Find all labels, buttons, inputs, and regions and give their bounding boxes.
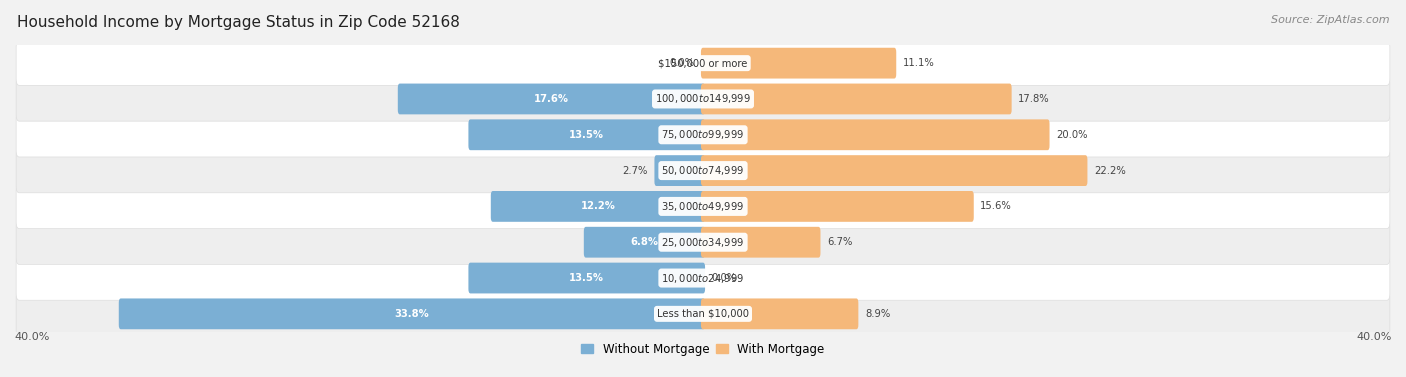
FancyBboxPatch shape bbox=[654, 155, 704, 186]
FancyBboxPatch shape bbox=[15, 41, 1391, 85]
Text: 40.0%: 40.0% bbox=[14, 332, 49, 342]
FancyBboxPatch shape bbox=[702, 48, 896, 78]
FancyBboxPatch shape bbox=[468, 120, 704, 150]
Text: Household Income by Mortgage Status in Zip Code 52168: Household Income by Mortgage Status in Z… bbox=[17, 15, 460, 30]
FancyBboxPatch shape bbox=[702, 227, 821, 257]
Text: $35,000 to $49,999: $35,000 to $49,999 bbox=[661, 200, 745, 213]
FancyBboxPatch shape bbox=[702, 155, 1087, 186]
FancyBboxPatch shape bbox=[702, 84, 1012, 114]
Text: $100,000 to $149,999: $100,000 to $149,999 bbox=[655, 92, 751, 106]
Text: 0.0%: 0.0% bbox=[711, 273, 737, 283]
Text: 20.0%: 20.0% bbox=[1056, 130, 1088, 140]
Text: $50,000 to $74,999: $50,000 to $74,999 bbox=[661, 164, 745, 177]
Legend: Without Mortgage, With Mortgage: Without Mortgage, With Mortgage bbox=[576, 338, 830, 360]
Text: 6.7%: 6.7% bbox=[827, 237, 852, 247]
Text: 33.8%: 33.8% bbox=[395, 309, 429, 319]
FancyBboxPatch shape bbox=[491, 191, 704, 222]
Text: 11.1%: 11.1% bbox=[903, 58, 935, 68]
Text: 13.5%: 13.5% bbox=[569, 130, 605, 140]
Text: $25,000 to $34,999: $25,000 to $34,999 bbox=[661, 236, 745, 249]
FancyBboxPatch shape bbox=[583, 227, 704, 257]
Text: 17.6%: 17.6% bbox=[534, 94, 569, 104]
Text: Source: ZipAtlas.com: Source: ZipAtlas.com bbox=[1271, 15, 1389, 25]
FancyBboxPatch shape bbox=[15, 113, 1391, 157]
FancyBboxPatch shape bbox=[15, 77, 1391, 121]
Text: $150,000 or more: $150,000 or more bbox=[658, 58, 748, 68]
Text: 2.7%: 2.7% bbox=[623, 166, 648, 176]
Text: 22.2%: 22.2% bbox=[1094, 166, 1126, 176]
FancyBboxPatch shape bbox=[15, 256, 1391, 300]
Text: Less than $10,000: Less than $10,000 bbox=[657, 309, 749, 319]
Text: 0.0%: 0.0% bbox=[669, 58, 695, 68]
Text: $75,000 to $99,999: $75,000 to $99,999 bbox=[661, 128, 745, 141]
Text: $10,000 to $24,999: $10,000 to $24,999 bbox=[661, 271, 745, 285]
Text: 17.8%: 17.8% bbox=[1018, 94, 1050, 104]
FancyBboxPatch shape bbox=[702, 120, 1049, 150]
FancyBboxPatch shape bbox=[15, 220, 1391, 264]
FancyBboxPatch shape bbox=[118, 299, 704, 329]
FancyBboxPatch shape bbox=[15, 184, 1391, 228]
Text: 15.6%: 15.6% bbox=[980, 201, 1012, 211]
FancyBboxPatch shape bbox=[702, 299, 858, 329]
Text: 8.9%: 8.9% bbox=[865, 309, 890, 319]
Text: 12.2%: 12.2% bbox=[581, 201, 616, 211]
Text: 40.0%: 40.0% bbox=[1357, 332, 1392, 342]
Text: 6.8%: 6.8% bbox=[630, 237, 658, 247]
FancyBboxPatch shape bbox=[15, 149, 1391, 193]
FancyBboxPatch shape bbox=[468, 263, 704, 293]
FancyBboxPatch shape bbox=[398, 84, 704, 114]
Text: 13.5%: 13.5% bbox=[569, 273, 605, 283]
FancyBboxPatch shape bbox=[15, 292, 1391, 336]
FancyBboxPatch shape bbox=[702, 191, 974, 222]
